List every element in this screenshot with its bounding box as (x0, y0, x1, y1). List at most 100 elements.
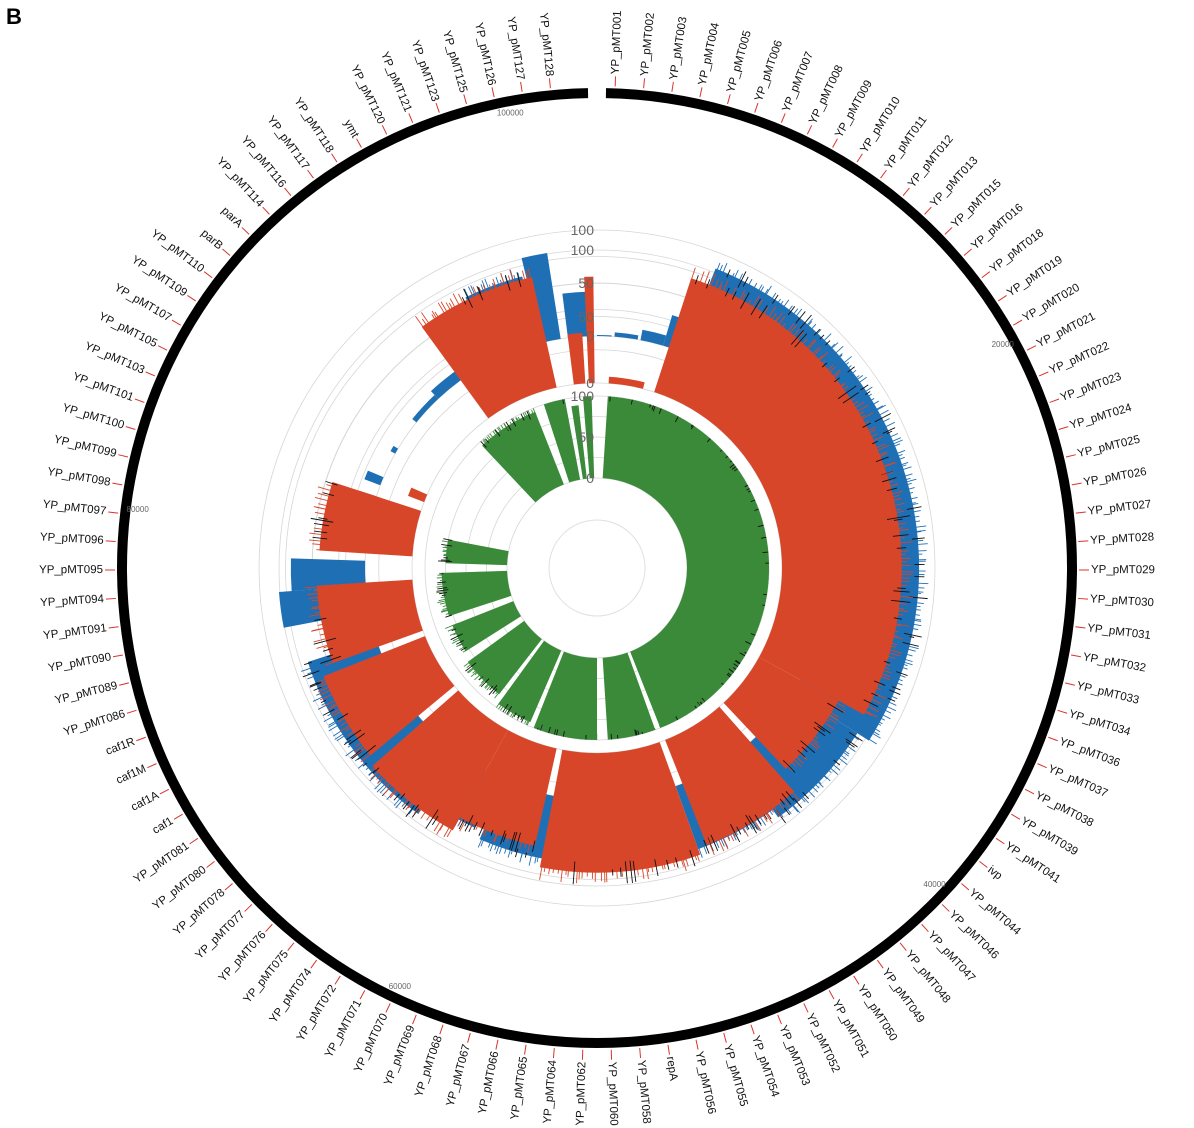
track-inner-spike (682, 419, 686, 424)
track-middle-spike (874, 673, 891, 681)
gene-tick (262, 206, 270, 215)
track-middle-spike (881, 665, 890, 670)
gene-label: caf1M (114, 763, 148, 787)
gene-tick (856, 153, 863, 163)
gene-tick (1048, 736, 1058, 742)
track-middle-spike (348, 732, 365, 746)
track-outer-spike (904, 482, 912, 486)
gene-tick (1049, 398, 1060, 403)
track-middle-spike (736, 290, 746, 307)
track-middle-spike (449, 298, 459, 313)
track-middle-spike (829, 372, 840, 381)
track-middle-spike (500, 281, 504, 289)
gene-tick (1071, 482, 1082, 486)
track-inner-spike (442, 546, 451, 549)
track-inner-spike (531, 409, 535, 416)
track-outer-spike (737, 273, 744, 285)
gene-label: YP_pMT100 (61, 402, 126, 432)
track-middle-spike (837, 385, 857, 400)
track-inner-spike (701, 697, 706, 703)
track-middle-spike (731, 829, 736, 837)
gene-tick (853, 975, 860, 985)
track-inner-spike (494, 689, 502, 699)
gene-label: YP_pMT054 (749, 1034, 781, 1099)
track-inner-spike (707, 438, 711, 443)
track-middle-spike (759, 805, 773, 824)
track-inner-spike (542, 726, 545, 732)
gene-tick (136, 736, 146, 742)
track-inner-spike (754, 508, 759, 512)
track-inner-spike (516, 417, 520, 423)
track-inner-spike (697, 429, 700, 433)
track-outer-spike (798, 794, 806, 803)
track-outer-spike (838, 354, 843, 359)
track-outer-spike (804, 786, 816, 798)
track-inner-spike (439, 601, 451, 605)
track-inner-spike (668, 720, 671, 725)
track-outer-spike (879, 716, 885, 721)
track-outer-spike (827, 769, 832, 773)
track-middle-spike (624, 861, 628, 884)
track-inner-spike (712, 444, 718, 450)
track-inner-spike (759, 519, 763, 522)
gene-tick (1037, 763, 1047, 769)
track-inner-spike (646, 729, 648, 733)
track-outer-spike (902, 647, 916, 652)
track-middle-spike (458, 293, 467, 309)
track-inner-spike (459, 645, 467, 651)
track-inner-spike (678, 716, 681, 719)
track-middle-spike (312, 626, 332, 632)
track-middle-spike (492, 278, 500, 295)
track-outer-spike (903, 477, 911, 481)
track-middle-spike (782, 760, 796, 773)
track-middle-spike (782, 323, 795, 338)
coordinate-label: 80000 (127, 505, 150, 514)
gene-tick (1058, 426, 1069, 430)
track-inner-spike (478, 675, 484, 681)
track-outer-spike (853, 375, 864, 383)
track-outer-spike (837, 752, 848, 761)
track-inner-spike (714, 446, 719, 451)
track-inner-spike (453, 632, 459, 636)
track-outer-spike (873, 409, 889, 419)
track-outer-spike (838, 356, 852, 368)
track-inner-spike (679, 712, 683, 718)
track-middle-spike (822, 709, 840, 721)
track-middle-spike (320, 655, 342, 664)
track-outer-spike (913, 591, 924, 593)
track-middle-spike (463, 288, 473, 308)
track-middle-spike (827, 702, 844, 713)
track-middle-spike (888, 642, 898, 646)
track-inner-spike (437, 583, 447, 585)
track-middle-spike (317, 623, 326, 626)
gene-label: YP_pMT072 (295, 983, 339, 1044)
gene-tick (439, 1024, 444, 1035)
gene-tick (463, 94, 467, 105)
gene-tick (491, 87, 495, 98)
track-outer-spike (872, 405, 884, 413)
track-middle-spike (882, 662, 891, 666)
track-inner-spike (761, 536, 767, 539)
track-outer-spike (795, 311, 806, 324)
track-outer-spike (495, 840, 502, 855)
coordinate-label: 40000 (923, 880, 946, 889)
track-middle-spike (861, 420, 870, 426)
track-middle-spike (510, 831, 518, 851)
track-outer-spike (872, 726, 881, 733)
track-middle-spike (890, 634, 898, 637)
track-middle-spike (712, 279, 719, 294)
track-middle-spike (763, 306, 777, 326)
track-middle-spike (823, 364, 834, 374)
track-middle-spike (314, 511, 332, 517)
track-inner-spike (569, 731, 572, 738)
track-inner-spike (709, 690, 714, 696)
track-middle-spike (738, 820, 749, 837)
track-inner-spike (654, 406, 657, 410)
track-middle-spike (893, 518, 903, 521)
track-middle-spike (881, 647, 902, 654)
track-middle-spike (871, 440, 878, 445)
track-inner-spike (556, 729, 559, 736)
track-middle-spike (567, 866, 570, 877)
track-inner-spike (720, 451, 725, 456)
track-outer-spike (309, 682, 322, 688)
